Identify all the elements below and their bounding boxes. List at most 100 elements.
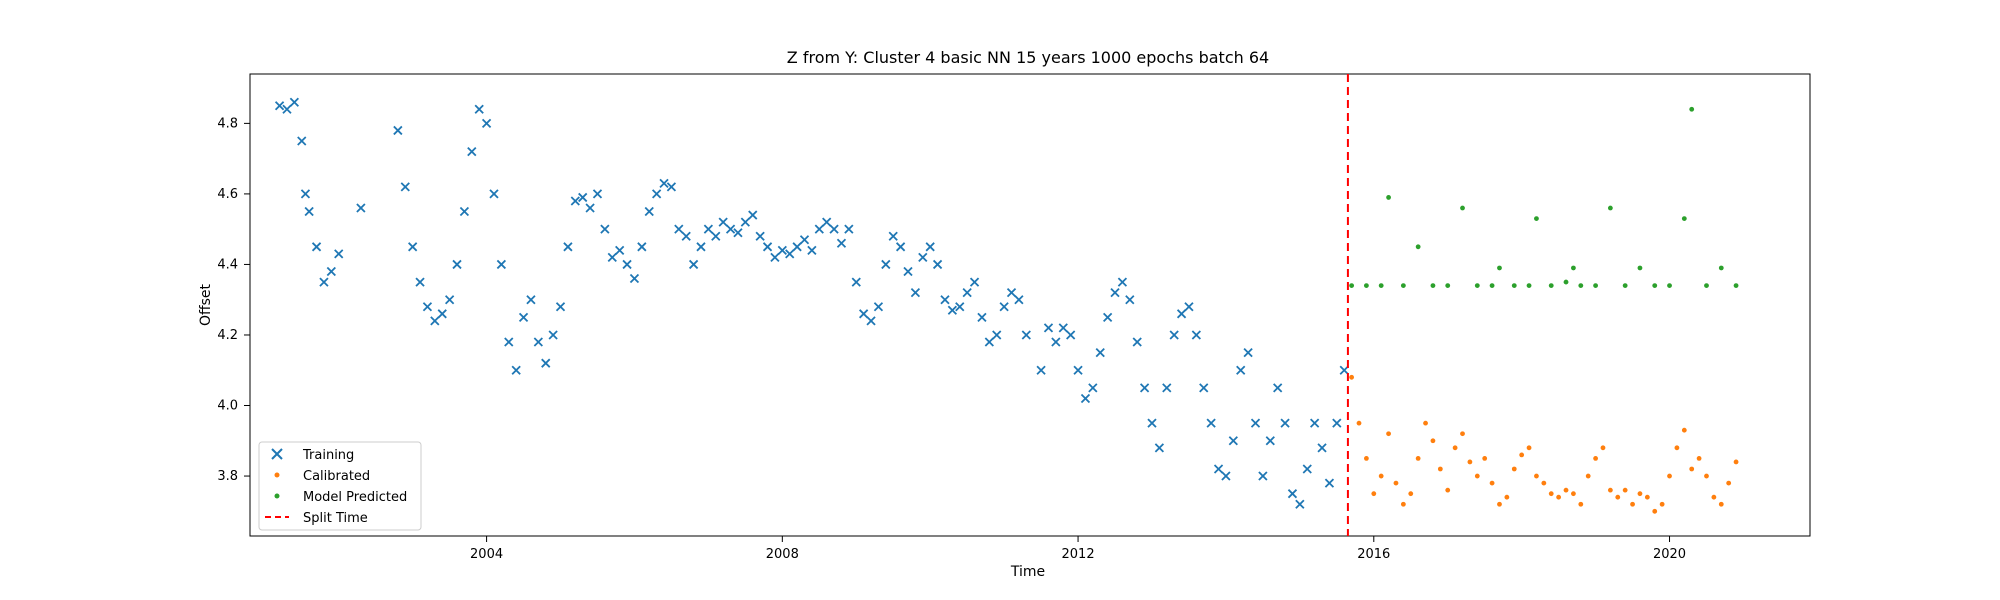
data-point [992,330,1002,340]
data-point [437,309,447,319]
data-point [1080,393,1091,404]
data-point [1415,456,1421,461]
data-point [681,231,691,241]
data-point [984,337,994,347]
data-point [637,242,647,252]
data-point [1548,491,1554,497]
data-point [282,104,292,114]
y-tick-label: 4.8 [217,116,238,131]
data-point [822,217,832,227]
data-point [1021,330,1031,340]
data-point [489,189,499,199]
data-point [1221,471,1231,481]
data-point [1652,283,1658,289]
data-point [1378,473,1384,479]
x-tick-label: 2020 [1653,547,1686,562]
data-point [785,249,795,259]
data-point [300,189,311,199]
data-point [1058,323,1068,333]
data-point [1526,445,1532,451]
data-point [1110,288,1120,298]
data-point [541,358,551,368]
legend-item-split-time: Split Time [265,511,368,526]
data-point [1497,265,1502,271]
legend: Training Calibrated Model Predicted Spli… [258,441,422,531]
data-point [859,309,869,319]
data-point [696,242,706,252]
data-point [459,206,470,217]
data-point [1482,456,1488,461]
legend-item-training: Training [271,448,354,463]
data-point [511,365,521,375]
data-point [570,196,580,206]
data-point [1585,473,1591,479]
y-tick-label: 4.4 [217,257,238,272]
y-axis: 3.8 4.0 4.2 4.4 4.6 4.8 [217,116,250,484]
data-point [1437,466,1443,472]
data-point [1430,438,1436,444]
data-point [1199,383,1209,393]
y-tick-label: 4.0 [217,399,238,414]
data-point [1295,499,1305,509]
data-point [1265,436,1275,446]
data-point [578,192,588,203]
data-point [1615,494,1621,500]
data-point [1191,330,1201,340]
data-point [1704,473,1709,479]
data-point [1637,491,1643,497]
data-point [1593,456,1598,461]
data-point [1176,309,1187,319]
data-point [762,242,773,252]
data-point [1571,491,1576,497]
data-point [1726,480,1732,486]
data-point [807,245,817,255]
data-point [1310,418,1320,428]
data-point [711,231,721,241]
data-point [947,305,958,315]
data-point [1102,312,1113,322]
data-point [918,252,928,263]
data-point [1095,347,1105,358]
data-point [1066,330,1076,340]
data-point [518,312,529,322]
data-point [1652,508,1658,514]
data-point [1139,383,1150,393]
data-point [666,182,677,192]
data-point [1659,501,1665,507]
data-point [1408,491,1414,497]
data-point [1349,374,1355,380]
dot-marker-icon [274,493,280,499]
data-point [1184,302,1194,312]
data-point [703,224,714,234]
data-point [393,125,403,136]
data-point [651,189,662,199]
data-point [1489,283,1495,289]
data-point [1474,283,1480,289]
data-point [1073,365,1083,375]
data-point [600,224,610,234]
data-point [725,224,736,234]
data-point [836,238,847,248]
data-point [733,228,743,238]
data-point [1644,494,1650,500]
y-tick-label: 3.8 [217,469,238,484]
data-point [1243,347,1253,358]
data-point [814,224,824,234]
data-point [356,203,366,213]
data-point [1213,464,1224,474]
data-point [829,224,839,234]
data-point [1571,265,1576,271]
data-point [1154,443,1165,453]
data-point [1563,279,1569,285]
data-point [467,146,477,157]
data-point [1287,489,1298,499]
data-point [533,337,543,347]
data-point [304,206,314,217]
data-point [1125,295,1135,305]
chart-title: Z from Y: Cluster 4 basic NN 15 years 10… [787,48,1269,67]
data-point [1117,277,1128,287]
x-tick-label: 2004 [470,547,503,562]
data-point [1681,427,1687,433]
data-point [1228,436,1238,446]
